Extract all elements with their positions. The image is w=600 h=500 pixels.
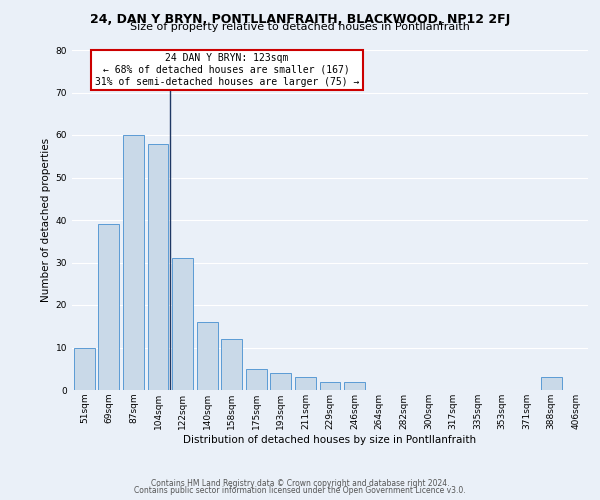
Text: 24 DAN Y BRYN: 123sqm
← 68% of detached houses are smaller (167)
31% of semi-det: 24 DAN Y BRYN: 123sqm ← 68% of detached … xyxy=(95,54,359,86)
Bar xyxy=(98,224,119,390)
Bar xyxy=(221,339,242,390)
Bar xyxy=(541,377,562,390)
Bar xyxy=(246,369,267,390)
Bar xyxy=(148,144,169,390)
Bar xyxy=(320,382,340,390)
Text: Contains public sector information licensed under the Open Government Licence v3: Contains public sector information licen… xyxy=(134,486,466,495)
Bar xyxy=(197,322,218,390)
Text: Contains HM Land Registry data © Crown copyright and database right 2024.: Contains HM Land Registry data © Crown c… xyxy=(151,478,449,488)
Bar xyxy=(74,348,95,390)
Y-axis label: Number of detached properties: Number of detached properties xyxy=(41,138,52,302)
X-axis label: Distribution of detached houses by size in Pontllanfraith: Distribution of detached houses by size … xyxy=(184,434,476,444)
Text: 24, DAN Y BRYN, PONTLLANFRAITH, BLACKWOOD, NP12 2FJ: 24, DAN Y BRYN, PONTLLANFRAITH, BLACKWOO… xyxy=(90,12,510,26)
Bar xyxy=(123,135,144,390)
Bar xyxy=(172,258,193,390)
Text: Size of property relative to detached houses in Pontllanfraith: Size of property relative to detached ho… xyxy=(130,22,470,32)
Bar xyxy=(344,382,365,390)
Bar xyxy=(295,377,316,390)
Bar xyxy=(271,373,292,390)
